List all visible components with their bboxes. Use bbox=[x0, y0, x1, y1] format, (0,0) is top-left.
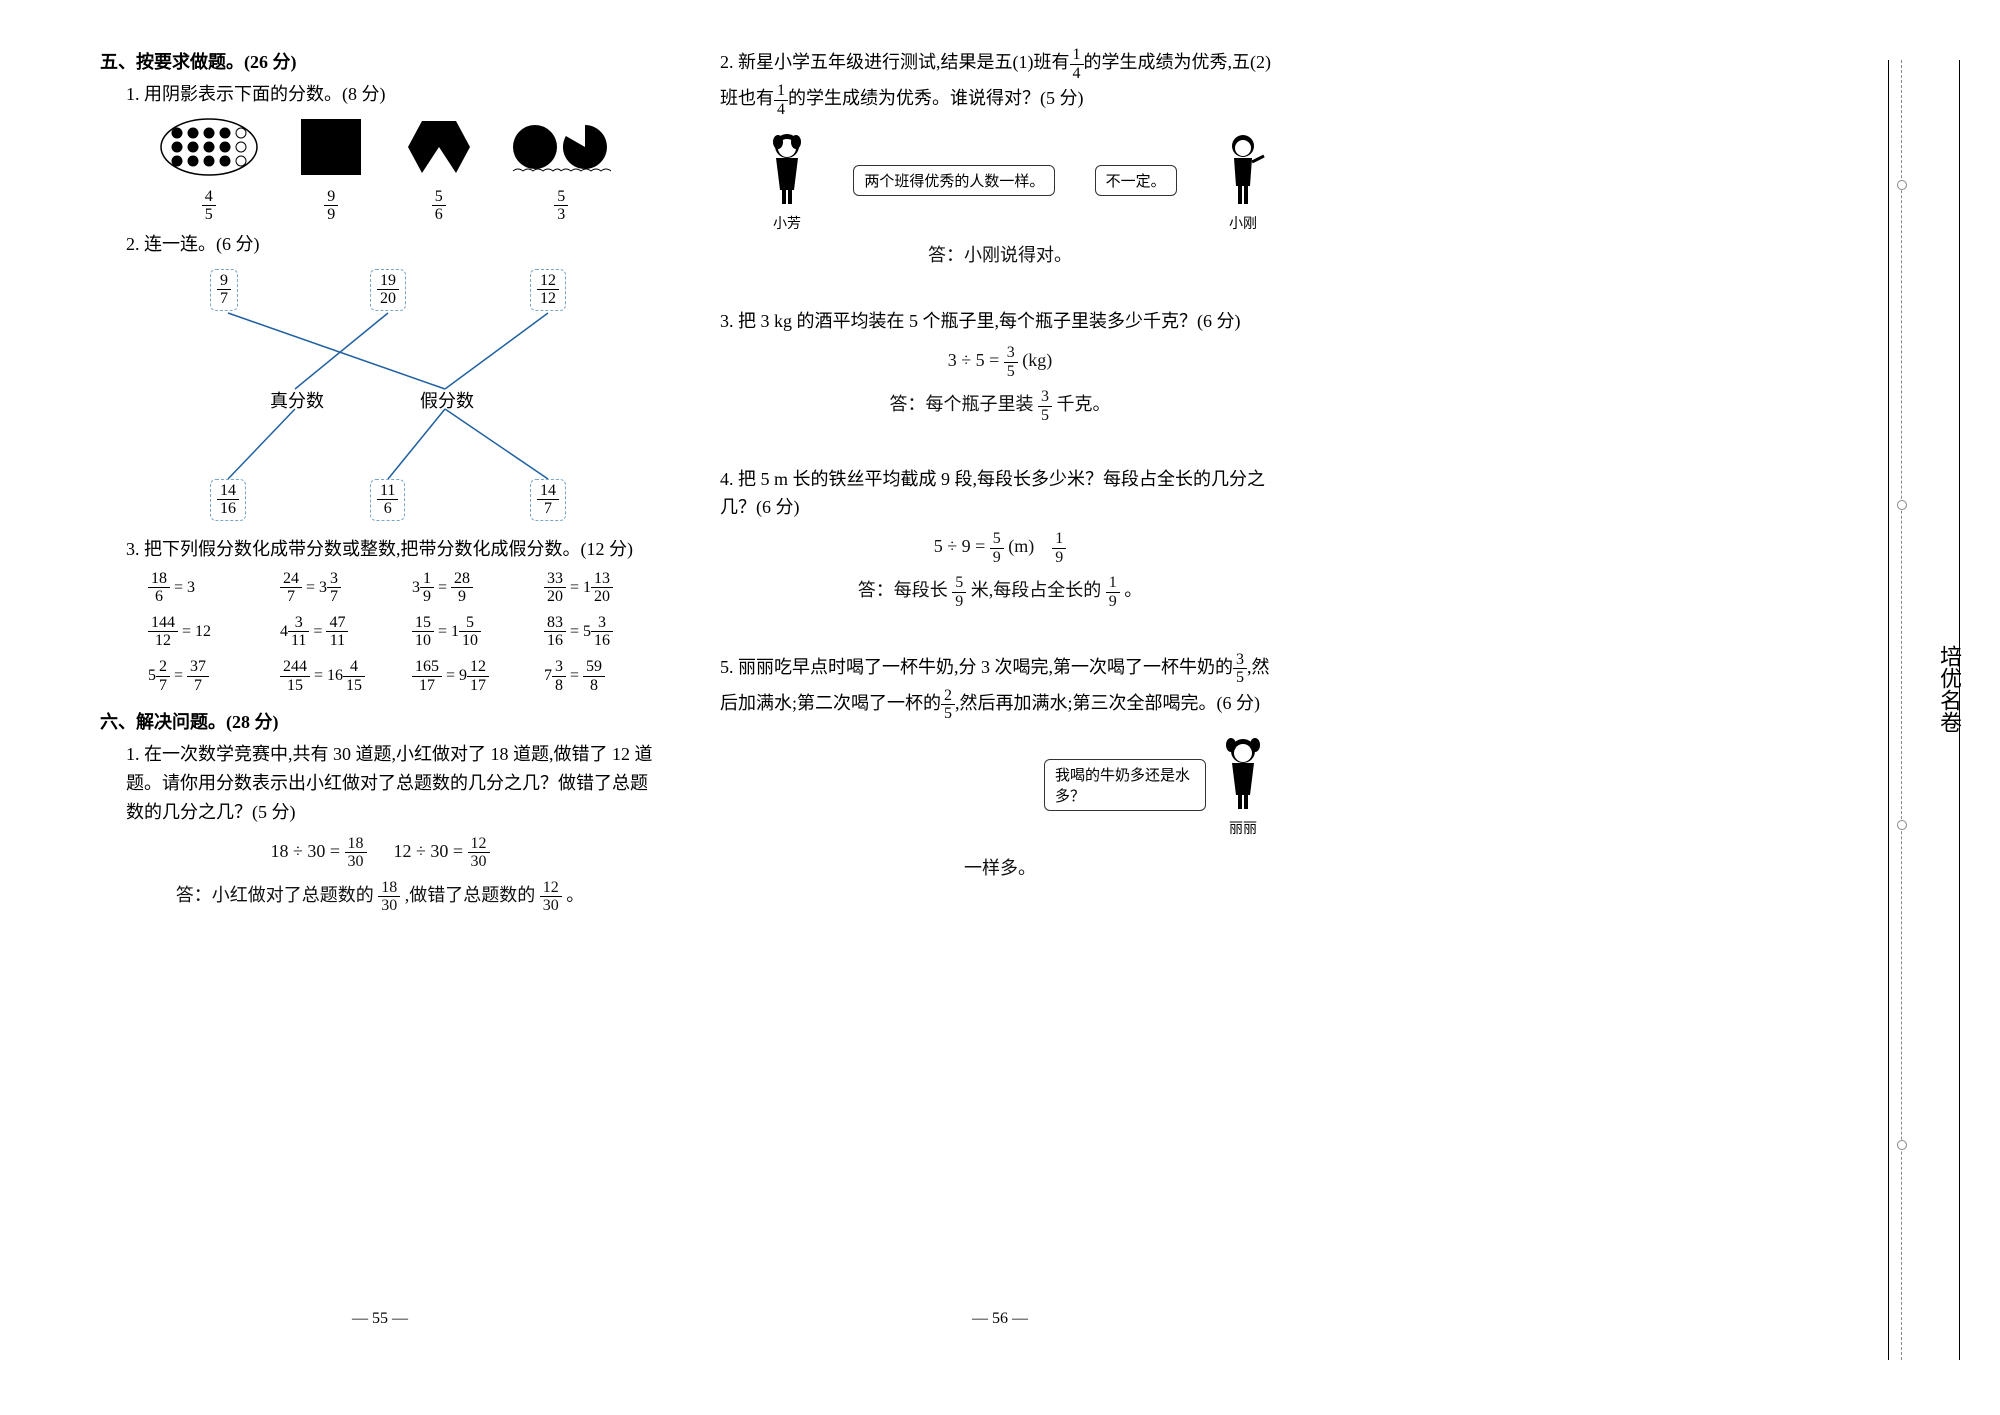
match-top-node: 1920 bbox=[370, 269, 406, 311]
right-q2: 2. 新星小学五年级进行测试,结果是五(1)班有14的学生成绩为优秀,五(2) … bbox=[720, 46, 1280, 118]
sidebar-binding: 培优名卷 bbox=[1888, 60, 1960, 1360]
q4-work: 5 ÷ 9 = 59 (m) 19 bbox=[720, 530, 1280, 566]
sec6-q1-text: 1. 在一次数学竞赛中,共有 30 道题,小红做对了 18 道题,做错了 12 … bbox=[126, 744, 653, 822]
hexagon-icon bbox=[404, 117, 474, 177]
conv-cell: 186 = 3 bbox=[148, 570, 264, 606]
name-left: 小芳 bbox=[760, 213, 814, 233]
sec6-heading: 六、解决问题。(28 分) bbox=[100, 708, 660, 734]
shape-oval: 45 bbox=[159, 117, 259, 224]
match-top-node: 1212 bbox=[530, 269, 566, 311]
q5-dialogue: 我喝的牛奶多还是水多？ 丽丽 bbox=[720, 733, 1270, 838]
sec5-q1-text: 1. 用阴影表示下面的分数。(8 分) bbox=[126, 84, 386, 104]
conv-cell: 16517 = 91217 bbox=[412, 658, 528, 694]
shape-circles: 53 bbox=[511, 117, 611, 224]
sec5-heading: 五、按要求做题。(26 分) bbox=[100, 48, 660, 74]
label-proper: 真分数 bbox=[270, 387, 324, 413]
punch-hole-icon bbox=[1897, 180, 1907, 190]
conv-cell: 1510 = 1510 bbox=[412, 614, 528, 650]
conv-cell: 738 = 598 bbox=[544, 658, 660, 694]
punch-hole-icon bbox=[1897, 820, 1907, 830]
conv-cell: 319 = 289 bbox=[412, 570, 528, 606]
conv-cell: 14412 = 12 bbox=[148, 614, 264, 650]
girl2-icon bbox=[1216, 733, 1270, 813]
name-right: 小刚 bbox=[1216, 213, 1270, 233]
cut-line bbox=[1901, 60, 1902, 1360]
sec6-q1-work: 18 ÷ 30 = 1830 12 ÷ 30 = 1230 bbox=[100, 835, 660, 871]
sec5-q3: 3. 把下列假分数化成带分数或整数,把带分数化成假分数。(12 分) bbox=[126, 535, 660, 564]
punch-hole-icon bbox=[1897, 1140, 1907, 1150]
shape-row: 45 99 56 53 bbox=[140, 117, 630, 224]
right-q3: 3. 把 3 kg 的酒平均装在 5 个瓶子里,每个瓶子里装多少千克？(6 分) bbox=[720, 307, 1280, 336]
sec6-q1-answer: 答：小红做对了总题数的 1830 ,做错了总题数的 1230 。 bbox=[100, 879, 660, 915]
match-bottom-node: 147 bbox=[530, 479, 566, 521]
label-improper: 假分数 bbox=[420, 387, 474, 413]
girl-icon bbox=[760, 128, 814, 208]
speech-right: 不一定。 bbox=[1095, 165, 1177, 196]
speech-q5: 我喝的牛奶多还是水多？ bbox=[1044, 759, 1206, 811]
q2-dialogue: 小芳 两个班得优秀的人数一样。 不一定。 小刚 bbox=[760, 128, 1270, 233]
shape-hexagon: 56 bbox=[404, 117, 474, 224]
match-top-node: 97 bbox=[210, 269, 238, 311]
sec5-q2-text: 2. 连一连。(6 分) bbox=[126, 234, 260, 254]
conv-cell: 3320 = 11320 bbox=[544, 570, 660, 606]
boy-icon bbox=[1216, 128, 1270, 208]
sec5-q1: 1. 用阴影表示下面的分数。(8 分) bbox=[126, 80, 660, 109]
conv-cell: 247 = 337 bbox=[280, 570, 396, 606]
square-icon bbox=[296, 117, 366, 177]
match-bottom-node: 1416 bbox=[210, 479, 246, 521]
circles-icon bbox=[511, 117, 611, 177]
page-left: 五、按要求做题。(26 分) 1. 用阴影表示下面的分数。(8 分) 45 99… bbox=[100, 40, 660, 915]
q5-answer: 一样多。 bbox=[720, 854, 1280, 880]
sec5-q2: 2. 连一连。(6 分) bbox=[126, 230, 660, 259]
punch-hole-icon bbox=[1897, 500, 1907, 510]
right-q5: 5. 丽丽吃早点时喝了一杯牛奶,分 3 次喝完,第一次喝了一杯牛奶的35,然后加… bbox=[720, 651, 1280, 723]
speech-left: 两个班得优秀的人数一样。 bbox=[853, 165, 1055, 196]
sec6-q1: 1. 在一次数学竞赛中,共有 30 道题,小红做对了 18 道题,做错了 12 … bbox=[126, 740, 660, 826]
name-q5: 丽丽 bbox=[1216, 818, 1270, 838]
match-bottom-node: 116 bbox=[370, 479, 405, 521]
match-area: 97 1920 1212 真分数 假分数 1416 116 147 bbox=[160, 269, 620, 529]
q3-work: 3 ÷ 5 = 35 (kg) bbox=[720, 344, 1280, 380]
shape-square: 99 bbox=[296, 117, 366, 224]
conv-cell: 24415 = 16415 bbox=[280, 658, 396, 694]
oval-icon bbox=[159, 117, 259, 177]
q2-answer: 答：小刚说得对。 bbox=[720, 241, 1280, 267]
conv-cell: 8316 = 5316 bbox=[544, 614, 660, 650]
book-title: 培优名卷 bbox=[1933, 645, 1965, 733]
right-q4: 4. 把 5 m 长的铁丝平均截成 9 段,每段长多少米？每段占全长的几分之几？… bbox=[720, 465, 1280, 523]
conv-grid: 186 = 3 247 = 337 319 = 289 3320 = 11320 144… bbox=[148, 570, 660, 695]
conv-cell: 4311 = 4711 bbox=[280, 614, 396, 650]
sec5-q3-text: 3. 把下列假分数化成带分数或整数,把带分数化成假分数。(12 分) bbox=[126, 539, 633, 559]
q4-answer: 答：每段长 59 米,每段占全长的 19 。 bbox=[720, 574, 1280, 610]
q3-answer: 答：每个瓶子里装 35 千克。 bbox=[720, 388, 1280, 424]
page-right: 2. 新星小学五年级进行测试,结果是五(1)班有14的学生成绩为优秀,五(2) … bbox=[720, 40, 1280, 880]
conv-cell: 527 = 377 bbox=[148, 658, 264, 694]
